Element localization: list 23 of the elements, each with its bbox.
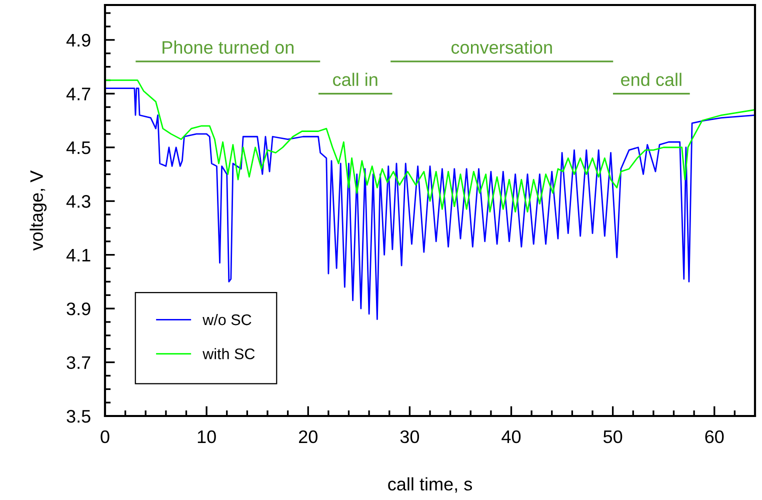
series-label: conversation — [451, 40, 552, 54]
series-label: call in — [333, 72, 378, 86]
x-tick-label: 30 — [400, 430, 420, 444]
y-tick-label: 4.3 — [66, 195, 90, 208]
legend-label: with SC — [202, 348, 255, 360]
y-tick-label: 4.9 — [66, 34, 90, 47]
y-axis-title: voltage, V — [30, 170, 47, 251]
y-tick-label: 4.5 — [66, 141, 90, 154]
x-tick-label: 40 — [502, 430, 521, 444]
x-tick-label: 10 — [198, 430, 216, 444]
x-axis-title: call time, s — [388, 477, 472, 493]
x-tick-label: 20 — [298, 430, 318, 444]
series-label: Phone turned on — [162, 40, 294, 54]
series-label: end call — [621, 72, 682, 86]
x-tick-label: 60 — [705, 430, 724, 444]
y-tick-label: 3.9 — [66, 302, 90, 316]
x-tick-label: 50 — [603, 430, 622, 444]
legend-label: w/o SC — [202, 314, 252, 326]
y-tick-label: 3.7 — [66, 356, 90, 369]
y-tick-label: 3.5 — [66, 410, 90, 423]
x-tick-label: 0 — [100, 430, 110, 444]
y-tick-label: 4.7 — [66, 88, 90, 100]
y-tick-label: 4.1 — [66, 248, 90, 262]
